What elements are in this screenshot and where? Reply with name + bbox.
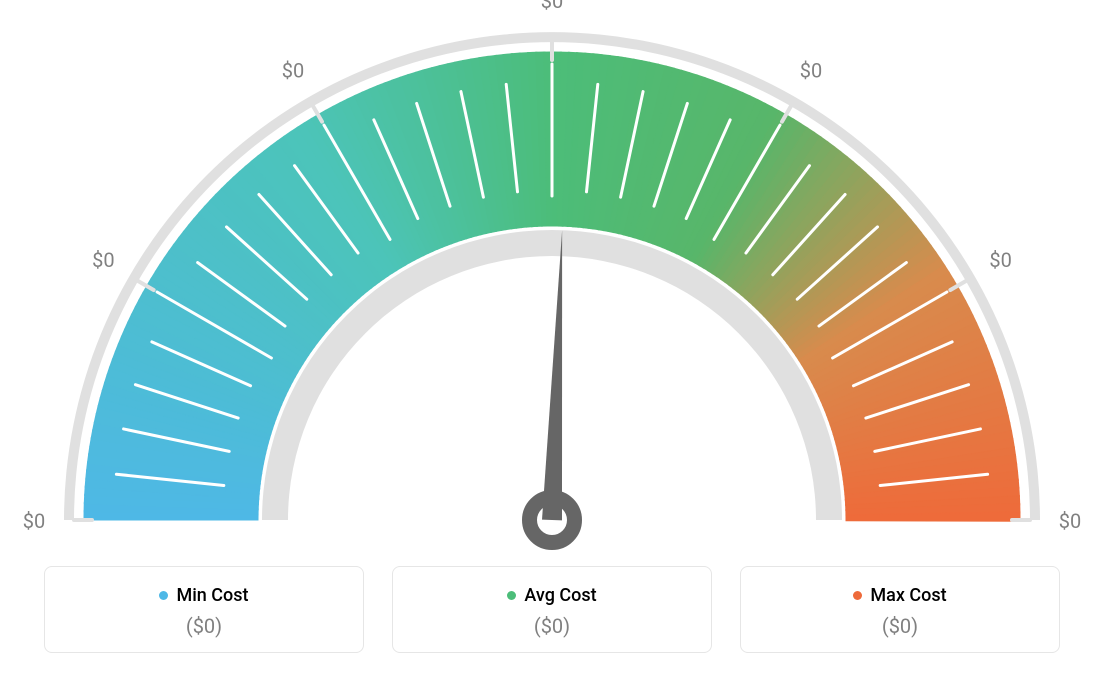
legend-label-max: Max Cost <box>870 585 946 606</box>
legend-dot-avg <box>507 591 516 600</box>
gauge-tick-label: $0 <box>92 248 114 272</box>
legend-value-max: ($0) <box>751 614 1049 638</box>
gauge-tick-label: $0 <box>800 58 822 82</box>
legend-title-max: Max Cost <box>853 585 946 606</box>
legend-value-avg: ($0) <box>403 614 701 638</box>
legend-value-min: ($0) <box>55 614 353 638</box>
gauge-chart: $0 $0 $0 $0 $0 $0 $0 <box>0 0 1104 560</box>
legend-card-max: Max Cost ($0) <box>740 566 1060 653</box>
gauge-tick-label: $0 <box>989 248 1011 272</box>
legend-dot-min <box>159 591 168 600</box>
legend-label-avg: Avg Cost <box>524 585 596 606</box>
gauge-svg: $0 $0 $0 $0 $0 $0 $0 <box>0 0 1104 560</box>
gauge-needle <box>542 230 562 520</box>
legend-title-min: Min Cost <box>159 585 248 606</box>
legend-dot-max <box>853 591 862 600</box>
legend-title-avg: Avg Cost <box>507 585 596 606</box>
gauge-tick-label: $0 <box>282 58 304 82</box>
legend-label-min: Min Cost <box>176 585 248 606</box>
legend-card-min: Min Cost ($0) <box>44 566 364 653</box>
gauge-tick-label: $0 <box>541 0 563 13</box>
legend-row: Min Cost ($0) Avg Cost ($0) Max Cost ($0… <box>0 566 1104 653</box>
legend-card-avg: Avg Cost ($0) <box>392 566 712 653</box>
gauge-tick-label: $0 <box>23 509 45 533</box>
gauge-tick-label: $0 <box>1059 509 1081 533</box>
